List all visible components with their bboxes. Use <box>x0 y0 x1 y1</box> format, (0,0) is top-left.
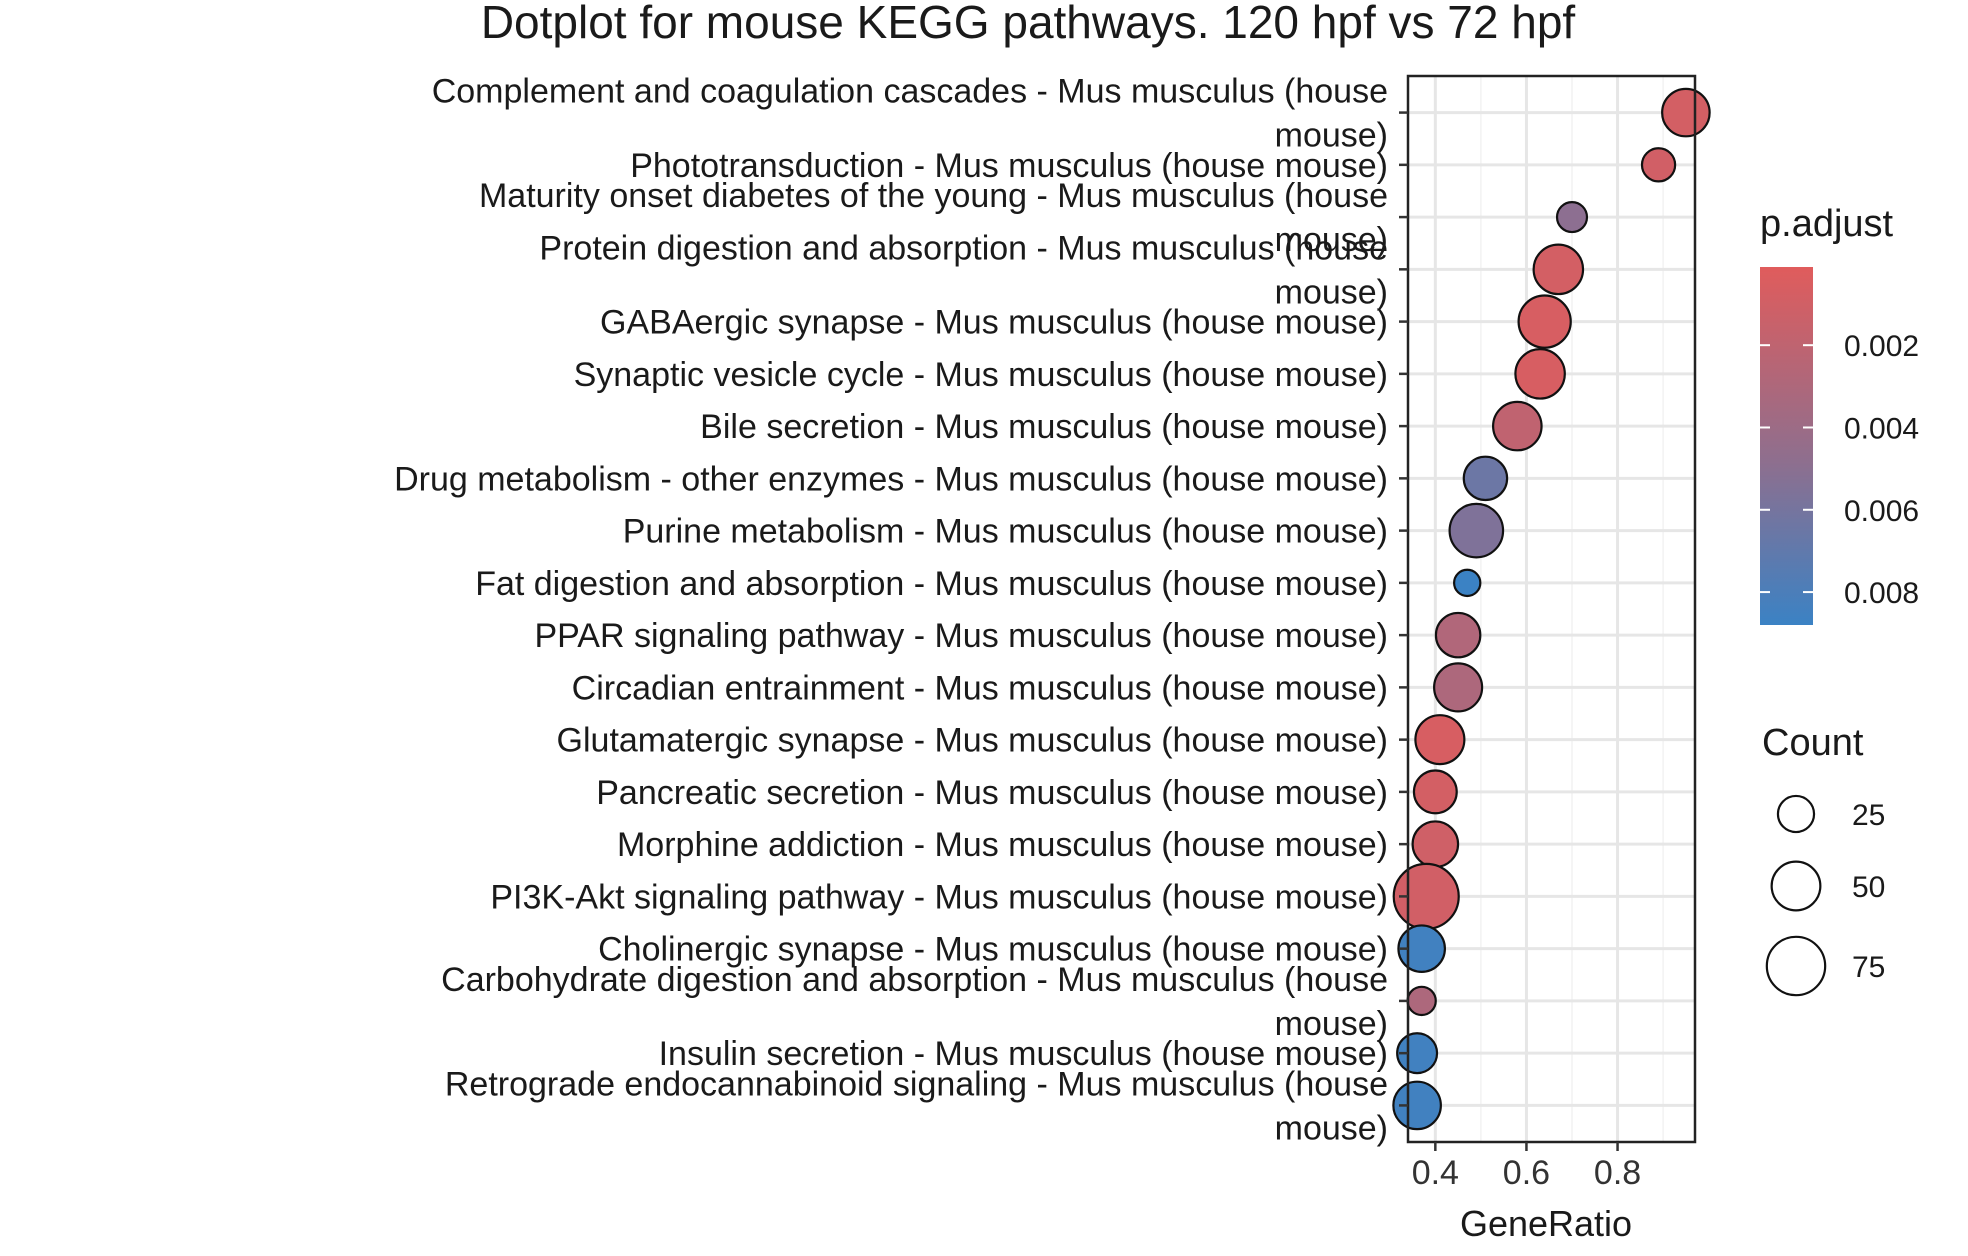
data-point <box>1453 568 1482 598</box>
size-legend: Count 25 50 75 <box>1762 722 1885 997</box>
plot-border <box>1406 74 1697 1144</box>
color-legend: p.adjust 0.002 0.004 0.006 0.008 <box>1760 203 1919 625</box>
data-point <box>1412 769 1458 815</box>
y-tick-label: mouse) <box>1275 273 1388 311</box>
x-tick-label: 0.6 <box>1503 1154 1550 1192</box>
y-tick-label: Purine metabolism - Mus musculus (house … <box>623 513 1388 551</box>
plot-panel <box>1408 76 1695 1142</box>
y-tick-label: Drug metabolism - other enzymes - Mus mu… <box>394 460 1388 498</box>
x-tick-label: 0.4 <box>1412 1154 1459 1192</box>
y-tick-label: Circadian entrainment - Mus musculus (ho… <box>572 669 1388 707</box>
y-tick-label: GABAergic synapse - Mus musculus (house … <box>600 304 1388 342</box>
data-point <box>1555 201 1589 234</box>
y-tick-label: Morphine addiction - Mus musculus (house… <box>617 826 1388 864</box>
data-point <box>1514 348 1566 400</box>
size-legend-key <box>1770 860 1822 912</box>
data-point <box>1448 502 1505 559</box>
y-tick-label: Retrograde endocannabinoid signaling - M… <box>445 1065 1388 1103</box>
data-point <box>1406 985 1437 1017</box>
data-point <box>1411 820 1460 868</box>
color-legend-tick-label: 0.008 <box>1844 577 1919 610</box>
color-legend-bar <box>1760 267 1813 625</box>
data-point <box>1392 1080 1442 1131</box>
y-tick-label: PI3K-Akt signaling pathway - Mus musculu… <box>490 878 1388 916</box>
y-tick-label: mouse) <box>1275 221 1388 259</box>
y-tick-label: Bile secretion - Mus musculus (house mou… <box>700 408 1388 446</box>
data-point <box>1640 147 1677 183</box>
data-point <box>1433 662 1484 713</box>
y-tick-label: Fat digestion and absorption - Mus muscu… <box>475 565 1388 603</box>
data-point <box>1462 455 1509 502</box>
chart-title: Dotplot for mouse KEGG pathways. 120 hpf… <box>481 0 1576 48</box>
y-tick-label: Cholinergic synapse - Mus musculus (hous… <box>598 931 1388 969</box>
color-legend-tick-label: 0.006 <box>1844 495 1919 528</box>
y-tick-label: Carbohydrate digestion and absorption - … <box>441 961 1388 999</box>
y-tick-label: Phototransduction - Mus musculus (house … <box>630 147 1388 185</box>
y-tick-label: Insulin secretion - Mus musculus (house … <box>659 1035 1388 1073</box>
data-point <box>1434 611 1482 659</box>
data-point <box>1414 714 1466 766</box>
y-tick-label: mouse) <box>1275 117 1388 155</box>
y-tick-label: Complement and coagulation cascades - Mu… <box>432 73 1388 111</box>
color-legend-tick-label: 0.004 <box>1844 412 1919 445</box>
size-legend-label: 25 <box>1852 799 1885 832</box>
data-point <box>1397 924 1447 973</box>
data-point <box>1517 294 1572 349</box>
size-legend-key <box>1776 794 1816 834</box>
data-point <box>1492 400 1543 452</box>
y-tick-label: Glutamatergic synapse - Mus musculus (ho… <box>557 722 1388 760</box>
x-tick-label: 0.8 <box>1594 1154 1641 1192</box>
y-tick-label: Maturity onset diabetes of the young - M… <box>479 177 1388 215</box>
size-legend-title: Count <box>1762 722 1864 764</box>
size-legend-label: 50 <box>1852 871 1885 904</box>
size-legend-key <box>1765 935 1827 997</box>
y-tick-label: Synaptic vesicle cycle - Mus musculus (h… <box>574 356 1388 394</box>
size-legend-label: 75 <box>1852 951 1885 984</box>
data-point <box>1661 87 1711 138</box>
y-tick-label: PPAR signaling pathway - Mus musculus (h… <box>534 617 1388 655</box>
x-axis-title: GeneRatio <box>1460 1203 1632 1244</box>
data-point <box>1532 243 1585 296</box>
y-tick-label: mouse) <box>1275 1109 1388 1147</box>
color-legend-tick-label: 0.002 <box>1844 330 1919 363</box>
y-tick-label: mouse) <box>1275 1005 1388 1043</box>
y-tick-label: Pancreatic secretion - Mus musculus (hou… <box>596 774 1388 812</box>
color-legend-title: p.adjust <box>1760 203 1894 245</box>
y-tick-label: Protein digestion and absorption - Mus m… <box>539 229 1388 267</box>
